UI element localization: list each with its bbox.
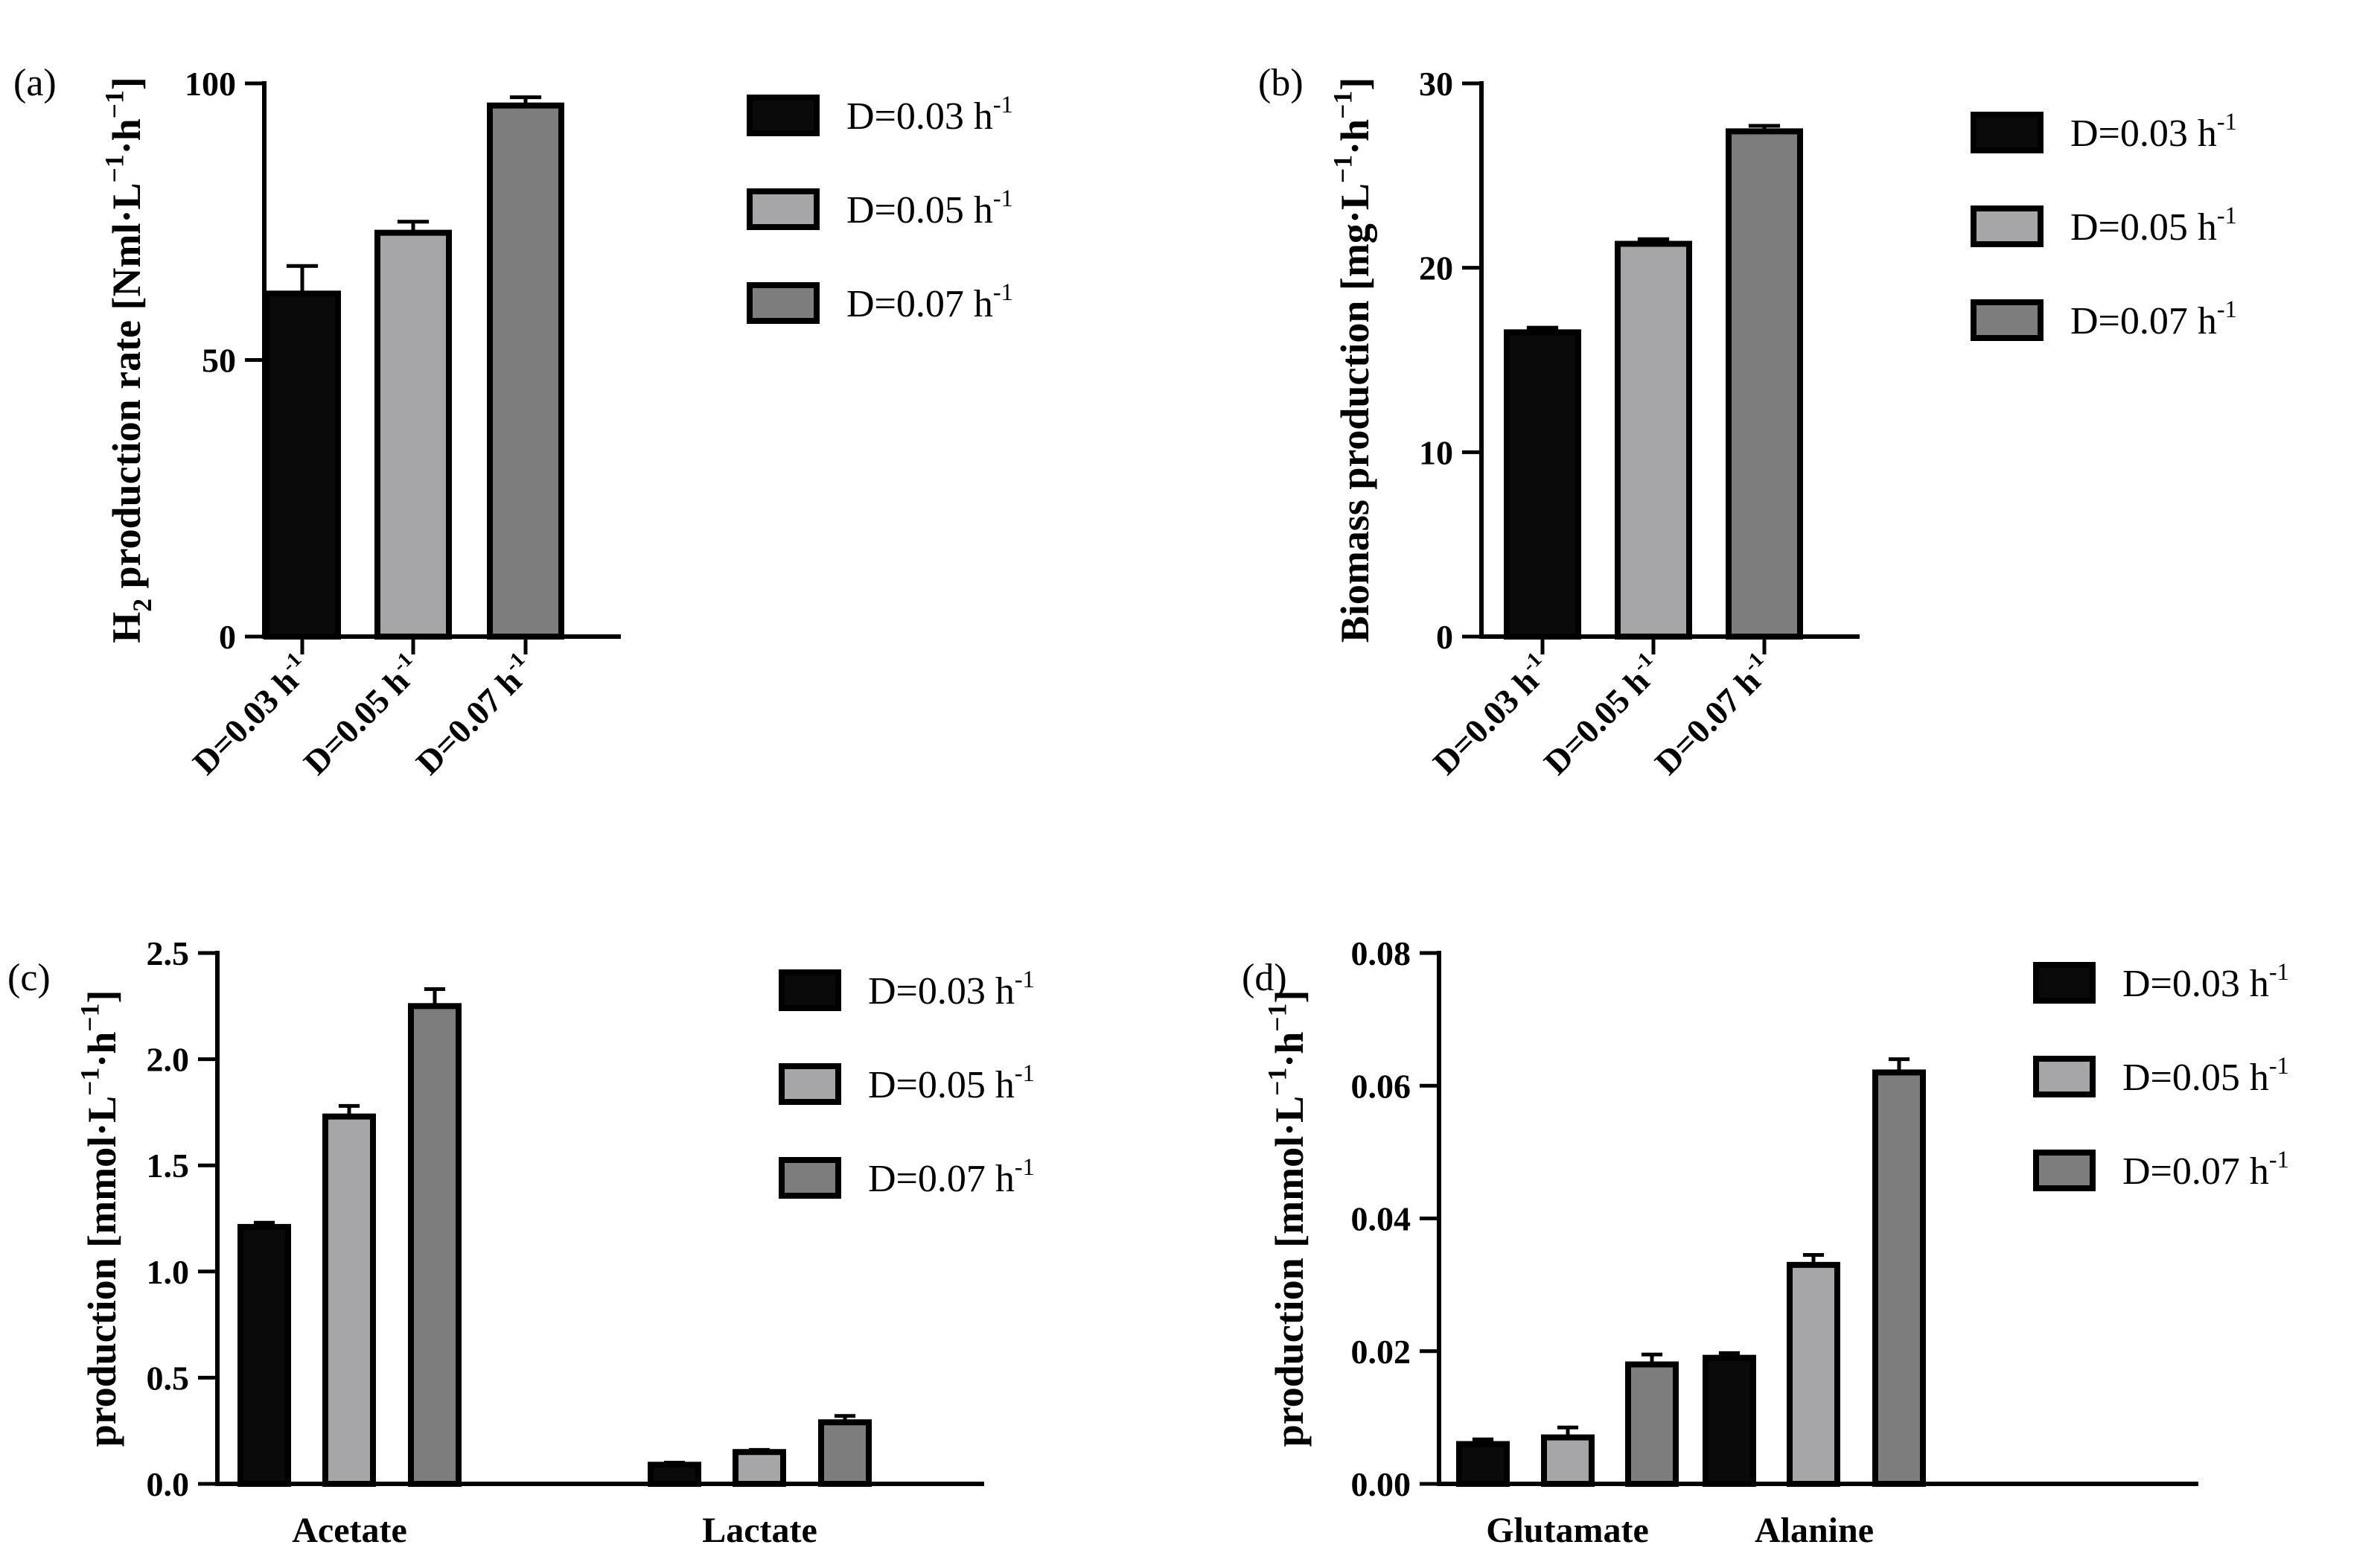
y-tick-label: 30 <box>1419 65 1453 103</box>
x-category-label: Alanine <box>1755 1511 1874 1550</box>
y-tick-label: 20 <box>1419 249 1453 287</box>
x-category-label: Lactate <box>702 1511 817 1550</box>
x-tick-label: D=0.05 h-1 <box>1535 648 1669 782</box>
legend-swatch <box>747 188 820 230</box>
bar-lactate-3 <box>818 1419 872 1487</box>
bar-3 <box>487 102 564 640</box>
panel-label: (d) <box>1242 957 1287 999</box>
y-tick-label: 1.0 <box>147 1253 190 1291</box>
panel-label: (b) <box>1258 62 1304 104</box>
y-axis-title: H2 production rate [Nml·L−1·h−1] <box>99 77 157 643</box>
y-tick-label: 2.5 <box>147 934 190 972</box>
y-tick-label: 0 <box>219 618 236 656</box>
y-axis-title: Biomass production [mg·L−1·h−1] <box>1327 77 1377 643</box>
bar-acetate-3 <box>408 1003 462 1488</box>
legend-swatch <box>2033 1150 2096 1191</box>
legend-swatch <box>747 282 820 324</box>
bar-acetate-2 <box>322 1113 376 1487</box>
panel-a: (a) 0 50 100 H2 production rate [Nml·L−1·h−1… <box>13 62 1013 782</box>
legend-label: D=0.03 h-1 <box>846 91 1013 138</box>
legend-label: D=0.05 h-1 <box>868 1059 1035 1106</box>
bar-glutamate-3 <box>1625 1361 1679 1487</box>
legend-swatch <box>747 95 820 136</box>
y-tick-label: 0.06 <box>1351 1067 1411 1105</box>
y-tick-label: 0.02 <box>1351 1333 1411 1371</box>
y-tick-label: 50 <box>202 342 236 380</box>
legend-label: D=0.07 h-1 <box>2122 1146 2289 1193</box>
y-tick-label: 2.0 <box>147 1041 190 1079</box>
legend-label: D=0.03 h-1 <box>868 966 1035 1013</box>
bar-1 <box>264 290 341 640</box>
bar-lactate-1 <box>648 1462 701 1488</box>
legend-swatch <box>1971 205 2044 247</box>
bar-alanine-1 <box>1703 1354 1756 1487</box>
panel-b: (b) 0 10 20 30 Biomass production [mg·L−1·h−1… <box>1258 62 2237 782</box>
bar-lactate-2 <box>733 1449 786 1487</box>
bar-1 <box>1504 329 1581 640</box>
legend-swatch <box>2033 962 2096 1004</box>
y-tick-label: 0.04 <box>1351 1200 1411 1238</box>
legend-label: D=0.05 h-1 <box>846 185 1013 232</box>
legend: D=0.03 h-1 D=0.05 h-1 D=0.07 h-1 <box>747 91 1013 325</box>
bar-glutamate-1 <box>1456 1441 1510 1488</box>
legend-label: D=0.05 h-1 <box>2122 1052 2289 1099</box>
y-tick-label: 0.00 <box>1351 1465 1411 1503</box>
legend-swatch <box>1971 112 2044 153</box>
bar-acetate-1 <box>237 1223 291 1487</box>
legend: D=0.03 h-1 D=0.05 h-1 D=0.07 h-1 <box>779 966 1035 1200</box>
bar-3 <box>1726 128 1803 640</box>
bar-alanine-3 <box>1872 1069 1926 1488</box>
legend-label: D=0.07 h-1 <box>2070 296 2237 342</box>
panel-c: (c) 0.0 0.5 1.0 1.5 2.0 2.5 production [mmol·L−… <box>7 934 1035 1550</box>
legend-swatch <box>1971 299 2044 341</box>
legend-label: D=0.05 h-1 <box>2070 202 2237 249</box>
legend-label: D=0.07 h-1 <box>868 1153 1035 1200</box>
y-tick-label: 0 <box>1436 618 1453 656</box>
y-axis-title: production [mmol·L−1·h−1] <box>74 990 124 1447</box>
x-tick-label: D=0.03 h-1 <box>1424 648 1558 782</box>
x-tick-label: D=0.07 h-1 <box>407 648 541 782</box>
legend-label: D=0.03 h-1 <box>2070 108 2237 155</box>
x-category-label: Glutamate <box>1486 1511 1649 1550</box>
x-category-label: Acetate <box>292 1511 407 1550</box>
y-axis-title: production [mmol·L−1·h−1] <box>1262 990 1312 1447</box>
legend: D=0.03 h-1 D=0.05 h-1 D=0.07 h-1 <box>2033 958 2289 1193</box>
bar-2 <box>1615 240 1692 640</box>
legend: D=0.03 h-1 D=0.05 h-1 D=0.07 h-1 <box>1971 108 2237 342</box>
legend-swatch <box>779 1157 841 1199</box>
y-tick-label: 0.0 <box>147 1465 190 1503</box>
legend-swatch <box>2033 1056 2096 1097</box>
panel-label: (c) <box>7 957 51 999</box>
panel-label: (a) <box>13 62 57 104</box>
bar-alanine-2 <box>1787 1261 1840 1487</box>
legend-label: D=0.03 h-1 <box>2122 958 2289 1005</box>
legend-swatch <box>779 1063 841 1105</box>
legend-swatch <box>779 969 841 1011</box>
y-tick-label: 100 <box>185 65 236 103</box>
y-tick-label: 10 <box>1419 433 1453 471</box>
bar-glutamate-2 <box>1541 1434 1595 1488</box>
x-tick-label: D=0.07 h-1 <box>1646 648 1780 782</box>
y-tick-label: 0.5 <box>147 1359 190 1397</box>
y-tick-label: 0.08 <box>1351 934 1411 972</box>
x-tick-label: D=0.05 h-1 <box>295 648 429 782</box>
x-tick-label: D=0.03 h-1 <box>184 648 318 782</box>
y-tick-label: 1.5 <box>147 1147 190 1185</box>
bar-2 <box>374 229 452 640</box>
panel-d: (d) 0.00 0.02 0.04 0.06 0.08 production [mmol·… <box>1242 934 2289 1550</box>
legend-label: D=0.07 h-1 <box>846 278 1013 325</box>
